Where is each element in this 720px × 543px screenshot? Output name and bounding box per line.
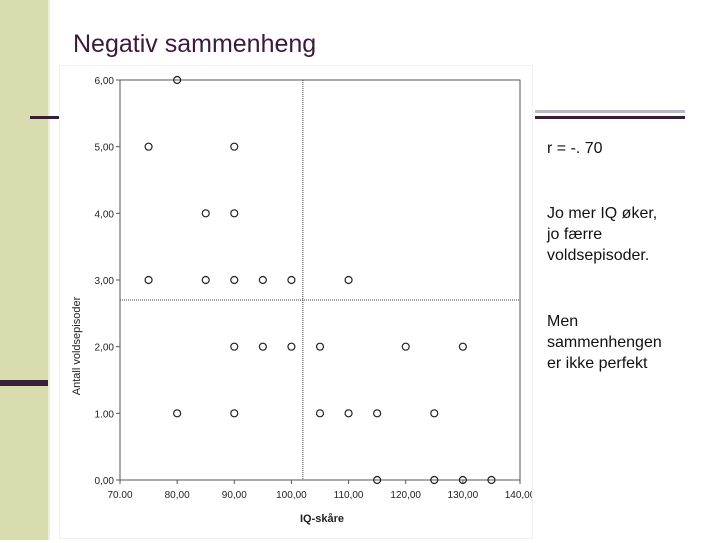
x-tick-label: 120,00 — [390, 490, 421, 501]
y-tick-label: 4,00 — [95, 209, 115, 220]
data-point — [230, 342, 239, 351]
title-rule-left — [30, 116, 60, 119]
explanation-text: Jo mer IQ øker, jo færre voldsepisoder. — [547, 205, 658, 264]
x-tick-label: 100,00 — [276, 490, 307, 501]
x-tick-label: 90,00 — [222, 490, 247, 501]
data-point — [201, 275, 210, 285]
x-axis-label: IQ-skåre — [300, 513, 344, 525]
data-point — [173, 409, 182, 418]
y-tick-label: 0,00 — [95, 476, 115, 487]
data-point — [487, 475, 496, 485]
correlation-value: r = -. 70 — [547, 140, 603, 157]
data-point — [401, 342, 410, 351]
left-dark-tab — [0, 380, 48, 386]
x-tick-label: 110,00 — [334, 490, 364, 501]
slide-title: Negativ sammenheng — [73, 30, 317, 58]
left-accent-band — [0, 0, 48, 540]
data-point — [344, 409, 353, 418]
data-point — [144, 142, 153, 151]
data-point — [287, 275, 296, 285]
data-point — [373, 475, 382, 485]
data-point — [230, 209, 239, 218]
data-point — [458, 342, 467, 351]
data-point — [173, 75, 182, 85]
data-point — [373, 409, 382, 418]
data-point — [458, 475, 467, 485]
y-tick-label: 6,00 — [95, 76, 115, 87]
data-point — [344, 275, 353, 285]
y-axis-label: Antall voldsepisoder — [71, 296, 83, 395]
data-point — [287, 342, 296, 351]
data-point — [230, 409, 239, 418]
data-point — [315, 409, 325, 418]
data-point — [230, 275, 239, 285]
title-rule-right — [535, 116, 685, 119]
left-band-edge — [48, 0, 50, 540]
scatter-chart: 0,00 1.00 2,00 3,00 4,00 5,00 6,00 70.00 80,00 9… — [71, 75, 536, 525]
x-tick-label: 70.00 — [107, 490, 132, 501]
x-tick-label: 80,00 — [165, 490, 190, 501]
data-point — [430, 475, 439, 485]
x-tick-label: 130,00 — [448, 490, 479, 501]
data-point — [315, 342, 325, 351]
chart-panel: 0,00 1.00 2,00 3,00 4,00 5,00 6,00 70.00 80,00 9… — [60, 66, 536, 538]
data-point — [258, 342, 267, 351]
data-point — [230, 142, 239, 151]
data-point — [258, 275, 267, 285]
data-point — [430, 409, 439, 418]
y-tick-label: 5,00 — [95, 143, 115, 154]
x-tick-label: 140,00 — [505, 490, 532, 501]
title-rule-right-shadow — [535, 110, 685, 113]
plot-area — [119, 79, 521, 481]
y-tick-label: 2,00 — [95, 343, 115, 354]
data-point — [201, 209, 210, 218]
caveat-text: Men sammenhengen er ikke perfekt — [547, 313, 662, 372]
y-tick-label: 1.00 — [95, 409, 115, 420]
y-tick-label: 3,00 — [95, 276, 115, 287]
data-point — [144, 275, 153, 285]
